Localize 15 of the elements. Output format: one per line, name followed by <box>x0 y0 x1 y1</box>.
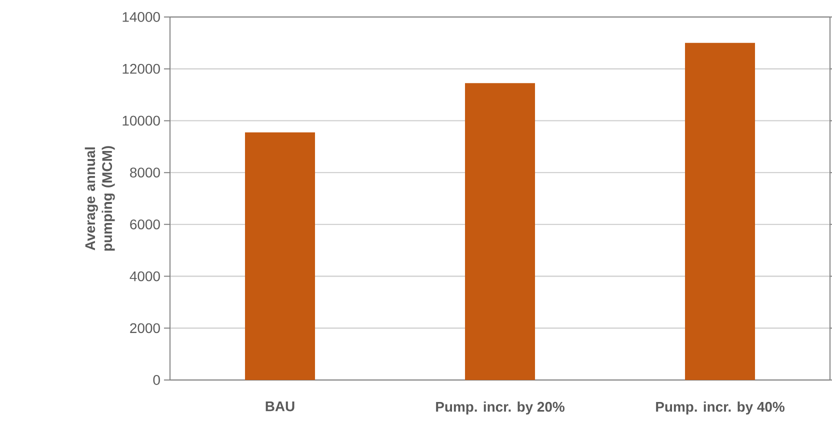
y-tick-label: 2000 <box>130 323 160 334</box>
y-tick-label: 0 <box>153 375 160 385</box>
bar <box>245 132 316 380</box>
x-tick-label: Pump. incr. by 20% <box>436 402 564 415</box>
y-tick-label: 6000 <box>130 219 160 230</box>
y-tick-label: 8000 <box>130 168 160 178</box>
bar <box>685 42 756 380</box>
y-tick-label: 4000 <box>130 271 160 282</box>
bar <box>465 83 536 380</box>
y-tick-label: 12000 <box>122 64 160 74</box>
y-tick-label: 10000 <box>122 116 160 126</box>
x-tick-label: BAU <box>266 402 294 412</box>
x-tick-label: Pump. incr. by 40% <box>656 402 784 415</box>
y-tick-label: 14000 <box>122 12 160 22</box>
y-axis-title: Average annual pumping (MCM) <box>84 146 115 251</box>
